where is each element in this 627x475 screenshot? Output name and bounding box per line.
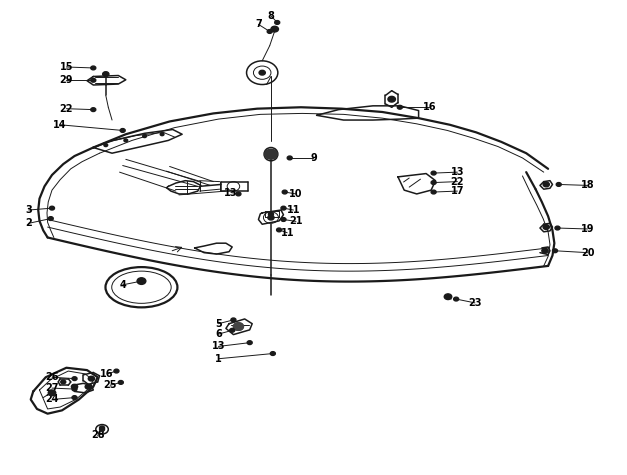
Circle shape — [275, 20, 280, 24]
Text: 15: 15 — [60, 62, 73, 72]
Text: 23: 23 — [468, 298, 482, 308]
Text: 4: 4 — [119, 280, 126, 290]
Text: 5: 5 — [215, 319, 222, 329]
Text: 8: 8 — [268, 11, 275, 21]
Circle shape — [267, 29, 272, 33]
Text: 24: 24 — [45, 394, 59, 405]
Text: 13: 13 — [451, 167, 464, 177]
Text: 10: 10 — [289, 189, 303, 199]
Circle shape — [398, 105, 403, 109]
Circle shape — [277, 228, 282, 232]
Circle shape — [454, 297, 458, 301]
Text: 17: 17 — [451, 186, 464, 196]
Text: 13: 13 — [224, 188, 238, 198]
Circle shape — [236, 192, 241, 196]
Circle shape — [91, 108, 96, 112]
Text: 7: 7 — [255, 19, 262, 29]
Text: 20: 20 — [581, 247, 594, 257]
Circle shape — [143, 135, 147, 138]
Text: 27: 27 — [45, 383, 59, 393]
Text: 16: 16 — [100, 369, 113, 379]
Circle shape — [555, 226, 560, 230]
Text: 26: 26 — [45, 372, 59, 382]
Circle shape — [161, 133, 164, 136]
Text: 9: 9 — [310, 153, 317, 163]
Circle shape — [543, 225, 549, 229]
Circle shape — [48, 217, 53, 220]
Circle shape — [100, 428, 105, 431]
Circle shape — [270, 352, 275, 355]
Circle shape — [445, 294, 452, 300]
Circle shape — [265, 150, 277, 159]
Circle shape — [50, 206, 55, 210]
Circle shape — [233, 323, 243, 330]
Text: 19: 19 — [581, 224, 594, 234]
Circle shape — [543, 182, 549, 187]
Circle shape — [88, 376, 95, 381]
Circle shape — [48, 390, 56, 396]
Circle shape — [100, 426, 105, 430]
Circle shape — [388, 96, 396, 102]
Text: 6: 6 — [215, 329, 222, 339]
Text: 14: 14 — [53, 120, 67, 130]
Circle shape — [85, 384, 92, 389]
Circle shape — [431, 190, 436, 194]
Circle shape — [268, 215, 274, 220]
Circle shape — [91, 66, 96, 70]
Circle shape — [114, 369, 119, 373]
Circle shape — [231, 318, 236, 322]
Circle shape — [119, 380, 124, 384]
Text: 29: 29 — [60, 75, 73, 85]
Circle shape — [91, 78, 96, 82]
Circle shape — [72, 387, 77, 391]
Text: 18: 18 — [581, 180, 594, 190]
Text: 11: 11 — [280, 228, 294, 238]
Circle shape — [229, 328, 234, 332]
Text: 1: 1 — [215, 354, 222, 364]
Circle shape — [137, 278, 146, 285]
Circle shape — [124, 139, 128, 142]
Circle shape — [281, 218, 286, 221]
Circle shape — [72, 396, 77, 399]
Text: 22: 22 — [451, 177, 464, 187]
Circle shape — [287, 156, 292, 160]
Text: 25: 25 — [103, 380, 117, 390]
Circle shape — [268, 212, 273, 216]
Circle shape — [281, 206, 286, 210]
Circle shape — [233, 323, 243, 330]
Circle shape — [247, 341, 252, 344]
Text: 11: 11 — [287, 205, 300, 215]
Text: 22: 22 — [60, 104, 73, 114]
Circle shape — [71, 384, 78, 389]
Text: 28: 28 — [91, 430, 105, 440]
Circle shape — [431, 180, 436, 184]
Circle shape — [431, 171, 436, 175]
Circle shape — [139, 279, 144, 283]
Circle shape — [282, 190, 287, 194]
Text: 2: 2 — [26, 218, 32, 228]
Circle shape — [104, 144, 108, 147]
Circle shape — [61, 380, 66, 384]
Circle shape — [120, 129, 125, 133]
Text: 13: 13 — [212, 342, 225, 352]
Text: 16: 16 — [423, 102, 436, 112]
Circle shape — [556, 182, 561, 186]
Circle shape — [542, 248, 548, 253]
Circle shape — [259, 70, 265, 75]
Circle shape — [552, 249, 557, 253]
Text: 21: 21 — [289, 217, 303, 227]
Text: 3: 3 — [26, 205, 32, 215]
Circle shape — [265, 150, 277, 159]
Circle shape — [103, 72, 109, 76]
Circle shape — [72, 377, 77, 380]
Circle shape — [271, 26, 278, 32]
